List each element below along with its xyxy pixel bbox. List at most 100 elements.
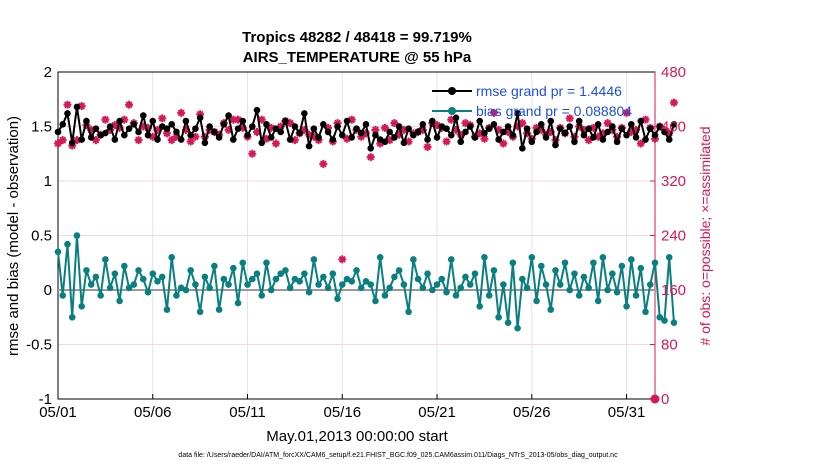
rmse-point (504, 123, 512, 130)
rmse-point (618, 125, 626, 132)
rmse-point (196, 114, 204, 122)
y-tick-label-left: 1.5 (31, 119, 52, 136)
obs-count-stroke (319, 160, 327, 168)
bias-point (73, 232, 81, 239)
obs-count-marker (584, 136, 593, 145)
obs-count-marker (380, 123, 389, 132)
bias-point (116, 297, 123, 305)
obs-count-marker (186, 137, 195, 146)
bias-point (121, 262, 128, 270)
rmse-point (125, 125, 133, 132)
rmse-point (533, 128, 540, 136)
obs-count-stroke (177, 109, 185, 117)
bias-point (244, 281, 251, 288)
bias-point (139, 275, 147, 283)
x-tick-label: 05/31 (608, 404, 646, 421)
rmse-point (656, 123, 664, 130)
bias-point (263, 259, 270, 267)
obs-count-marker (338, 255, 347, 264)
bias-point (248, 275, 256, 283)
y-tick-label-left: -0.5 (26, 337, 52, 354)
rmse-point (234, 125, 242, 132)
bias-point (320, 273, 327, 281)
obs-count-marker (63, 100, 72, 109)
bias-point (637, 264, 645, 272)
obs-count-stroke (163, 129, 171, 137)
bias-point (523, 284, 531, 292)
legend-rmse-marker (448, 87, 456, 95)
rmse-point (92, 125, 100, 132)
obs-count-marker (442, 137, 451, 146)
rmse-point (514, 110, 521, 117)
bias-point (618, 262, 626, 270)
y-tick-label-right: 240 (661, 228, 686, 245)
chart-title-line1: Tropics 48282 / 48418 = 99.719% (242, 29, 472, 46)
obs-count-stroke (291, 136, 299, 144)
bias-point (514, 324, 521, 332)
bias-point (590, 259, 597, 267)
bias-point (87, 281, 95, 288)
obs-count-marker (499, 139, 508, 148)
bias-point (386, 284, 393, 292)
bias-point (201, 273, 209, 281)
bias-point (410, 256, 417, 263)
bias-point (452, 292, 460, 299)
y-tick-label-left: 0.5 (31, 228, 52, 245)
obs-count-marker (125, 100, 134, 109)
bias-point (310, 256, 318, 263)
y-axis-label-right: # of obs: o=possible; ×=assimilated (697, 126, 713, 345)
rmse-point (87, 134, 95, 141)
obs-count-stroke (390, 119, 398, 127)
bias-point (135, 267, 142, 274)
bias-point (646, 281, 654, 288)
rmse-point (182, 117, 190, 125)
bias-point (230, 264, 237, 272)
obs-count-marker (177, 108, 186, 117)
bias-point (149, 270, 157, 277)
rmse-point (135, 128, 142, 136)
legend-rmse-label: rmse grand pr = 1.4446 (476, 83, 622, 99)
rmse-point (106, 123, 114, 130)
bias-point (206, 284, 213, 292)
bias-point (357, 284, 365, 292)
bias-point (471, 270, 479, 277)
rmse-point (443, 125, 450, 132)
obs-count-marker (58, 136, 67, 145)
bias-point (182, 286, 190, 294)
bias-point (253, 270, 261, 277)
rmse-point (286, 136, 294, 143)
rmse-point (220, 121, 228, 128)
obs-count-marker (158, 114, 167, 123)
x-tick-label: 05/06 (134, 404, 172, 421)
bias-point (656, 313, 664, 321)
rmse-point (267, 134, 275, 141)
bias-point (476, 303, 483, 310)
y-tick-label-right: 0 (661, 391, 669, 408)
obs-count-stroke (272, 140, 280, 148)
bias-point (215, 306, 223, 313)
rmse-point (424, 136, 431, 143)
obs-count-stroke (149, 133, 157, 141)
bias-point (528, 253, 536, 261)
y-tick-label-left: 1 (44, 173, 52, 190)
rmse-point (305, 142, 313, 150)
bias-point (552, 267, 559, 274)
bias-point (192, 281, 199, 288)
bias-point (447, 256, 455, 263)
rmse-point (59, 121, 67, 128)
bias-point (282, 267, 289, 274)
rmse-point (367, 145, 375, 152)
bias-point (267, 286, 275, 294)
rmse-point (661, 128, 668, 136)
rmse-point (481, 129, 488, 137)
obs-count-stroke (135, 136, 143, 144)
rmse-point (519, 145, 526, 152)
obs-count-stroke (59, 136, 67, 144)
bias-point (54, 248, 62, 256)
bias-point (239, 259, 247, 267)
obs-count-stroke (443, 137, 451, 145)
obs-count-marker (636, 139, 645, 148)
bias-point (642, 308, 649, 316)
legend-bias-marker (448, 107, 456, 115)
rmse-point (414, 128, 422, 136)
